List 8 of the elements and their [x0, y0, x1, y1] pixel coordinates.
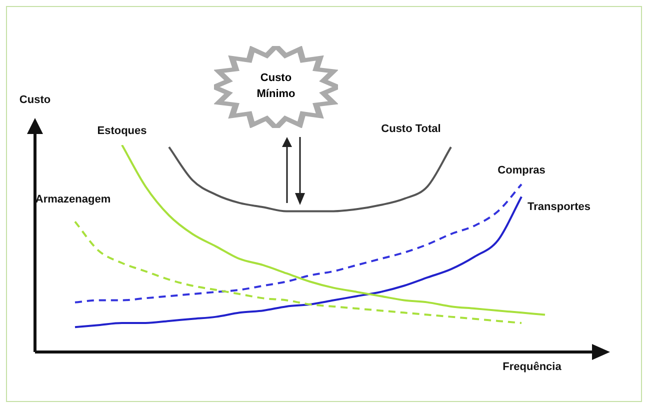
text: Armazenagem: [35, 194, 111, 206]
series-label: Transportes: [528, 200, 590, 213]
text: Custo Mínimo: [256, 71, 296, 102]
series-label: Compras: [498, 164, 546, 176]
series-label: Custo Total: [381, 123, 441, 136]
x-axis-title: Frequência: [502, 361, 562, 374]
y-axis-title: Custo: [19, 94, 51, 106]
series-label: Estoques: [97, 125, 147, 138]
